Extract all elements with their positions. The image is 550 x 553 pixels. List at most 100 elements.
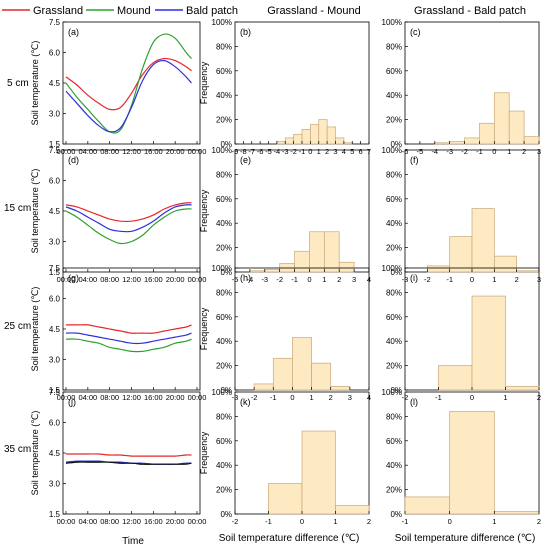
y-tick-label: 7.5 bbox=[49, 388, 61, 397]
x-tick-label: 1 bbox=[492, 517, 496, 526]
y-axis-label: Soil temperature (℃) bbox=[30, 411, 40, 496]
series-line-grassland bbox=[65, 453, 192, 457]
y-tick-label: 6.0 bbox=[49, 49, 61, 58]
x-tick-label: -4 bbox=[274, 147, 281, 156]
panel-c: (c)0%20%40%60%80%100%-6 -5 -4 -3 -2 -1 0 1 2 3 bbox=[382, 18, 542, 156]
row-label-15cm: 15 cm bbox=[4, 203, 31, 214]
legend-label-mound: Mound bbox=[117, 5, 151, 17]
y-tick-label: 60% bbox=[386, 313, 402, 322]
row-label-5cm: 5 cm bbox=[7, 78, 29, 89]
y-tick-label: 6.0 bbox=[49, 177, 61, 186]
x-tick-label: 08:00 bbox=[100, 147, 119, 156]
y-tick-label: 40% bbox=[386, 219, 402, 228]
histogram-bar bbox=[438, 365, 473, 391]
x-tick-label: 2 bbox=[367, 517, 371, 526]
y-tick-label: 40% bbox=[216, 91, 232, 100]
panel-d: (d) 1.5 3.0 4.5 6.0 7.5 Soil temperature (℃) 00… bbox=[30, 146, 206, 284]
x-tick-label: 12:00 bbox=[122, 393, 141, 402]
x-tick-label: 3 bbox=[348, 393, 352, 402]
panel-frame bbox=[234, 21, 370, 145]
x-tick-label: -2 bbox=[251, 393, 258, 402]
y-tick-label: 20% bbox=[216, 116, 232, 125]
panel-a: (a) 1.5 3.0 4.5 6.0 7.5 Soil temperature (℃) 00… bbox=[30, 18, 206, 156]
x-tick-label: 00:00 bbox=[57, 517, 76, 526]
legend: Grassland Mound Bald patch bbox=[2, 5, 238, 17]
histogram-bar bbox=[471, 208, 495, 273]
x-tick-label: -2 bbox=[290, 147, 297, 156]
x-tick-label: -2 bbox=[232, 517, 239, 526]
y-tick-label: 100% bbox=[212, 146, 232, 155]
histogram-bar bbox=[309, 231, 325, 273]
panel-f: (f)0%20%40%60%80%100%-3 -2 -1 0 1 2 3 bbox=[382, 146, 542, 284]
x-tick-label: -3 bbox=[282, 147, 289, 156]
histogram-bar bbox=[434, 142, 451, 145]
x-tick-label: 0 bbox=[492, 147, 496, 156]
x-tick-label: 12:00 bbox=[122, 275, 141, 284]
x-tick-label: 04:00 bbox=[78, 517, 97, 526]
x-tick-label: 2 bbox=[329, 393, 333, 402]
legend-label-grassland: Grassland bbox=[33, 5, 83, 17]
y-tick-label: 0% bbox=[390, 386, 402, 395]
series-line-overlay bbox=[65, 461, 192, 465]
y-axis-label: Soil temperature (℃) bbox=[30, 169, 40, 254]
histogram-bar bbox=[272, 357, 293, 391]
histogram-bar bbox=[323, 231, 340, 273]
histogram-bar bbox=[449, 141, 465, 145]
panel-g: (g) 1.5 3.0 4.5 6.0 7.5 Soil temperature (℃) 00… bbox=[30, 264, 206, 402]
x-tick-label: 08:00 bbox=[100, 393, 119, 402]
x-tick-label: -3 bbox=[446, 147, 453, 156]
y-tick-label: 6.0 bbox=[49, 295, 61, 304]
histogram-bar bbox=[301, 430, 336, 515]
x-tick-label: 0 bbox=[470, 275, 474, 284]
series-line-grassland bbox=[65, 202, 192, 223]
y-tick-label: 100% bbox=[382, 146, 402, 155]
y-tick-label: 40% bbox=[386, 461, 402, 470]
y-tick-label: 1.5 bbox=[49, 510, 61, 519]
histogram-bar bbox=[464, 137, 480, 145]
x-tick-label: -8 bbox=[240, 147, 247, 156]
y-tick-label: 60% bbox=[386, 437, 402, 446]
y-axis-label: Frequency bbox=[199, 431, 209, 474]
x-tick-label: 0 bbox=[308, 147, 312, 156]
y-axis-label: Soil temperature (℃) bbox=[30, 287, 40, 372]
x-tick-label: 16:00 bbox=[144, 517, 163, 526]
x-tick-label: 5 bbox=[350, 147, 354, 156]
y-axis-label: Frequency bbox=[199, 189, 209, 232]
x-tick-label: 20:00 bbox=[166, 517, 185, 526]
panel-letter: (c) bbox=[410, 27, 421, 37]
y-tick-label: 80% bbox=[386, 170, 402, 179]
y-tick-label: 60% bbox=[216, 195, 232, 204]
x-tick-label: -1 bbox=[435, 393, 442, 402]
y-tick-label: 20% bbox=[216, 486, 232, 495]
panel-letter: (a) bbox=[68, 27, 79, 37]
panel-l: (l)0%20%40%60%80%100%-1 0 1 2 bbox=[382, 388, 542, 526]
x-tick-label: -1 bbox=[299, 147, 306, 156]
y-axis-label: Frequency bbox=[199, 61, 209, 104]
x-tick-label: 3 bbox=[333, 147, 337, 156]
panel-letter: (j) bbox=[68, 397, 76, 407]
x-tick-label: 1 bbox=[322, 275, 326, 284]
histogram-bar bbox=[335, 137, 345, 145]
x-tick-label: 04:00 bbox=[78, 275, 97, 284]
y-tick-label: 80% bbox=[216, 42, 232, 51]
x-tick-label: 6 bbox=[359, 147, 363, 156]
y-tick-label: 1.5 bbox=[49, 268, 61, 277]
x-tick-label: 1 bbox=[507, 147, 511, 156]
x-tick-label: 0 bbox=[448, 517, 452, 526]
x-tick-label: 00:00 bbox=[57, 147, 76, 156]
x-tick-label: -1 bbox=[476, 147, 483, 156]
x-tick-label: 08:00 bbox=[100, 275, 119, 284]
series-line-bald-patch bbox=[65, 332, 192, 345]
y-tick-label: 60% bbox=[216, 313, 232, 322]
x-tick-label: 00:00 bbox=[188, 393, 207, 402]
histogram-bar bbox=[326, 126, 336, 145]
histogram-bar bbox=[426, 265, 451, 273]
y-tick-label: 1.5 bbox=[49, 386, 61, 395]
histogram-bar bbox=[493, 255, 518, 273]
y-tick-label: 100% bbox=[382, 388, 402, 397]
x-tick-label: 4 bbox=[342, 147, 346, 156]
y-tick-label: 60% bbox=[216, 437, 232, 446]
column-title-grassland-bald-patch: Grassland - Bald patch bbox=[414, 5, 526, 17]
y-tick-label: 0% bbox=[390, 268, 402, 277]
diff-axis-label-left: Soil temperature difference (℃) bbox=[219, 533, 360, 544]
